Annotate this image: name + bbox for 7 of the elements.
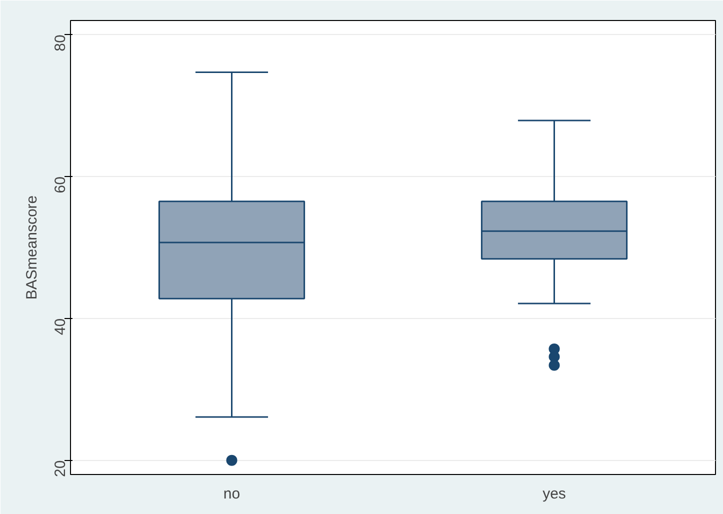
y-tick-label: 60 bbox=[52, 176, 69, 194]
y-tick-label: 80 bbox=[52, 34, 69, 52]
x-tick-label: yes bbox=[542, 486, 566, 502]
x-tick-label: no bbox=[223, 486, 240, 502]
y-axis-title: BASmeanscore bbox=[24, 195, 40, 300]
y-tick-label: 20 bbox=[52, 460, 69, 477]
y-tick-label: 40 bbox=[52, 318, 69, 336]
